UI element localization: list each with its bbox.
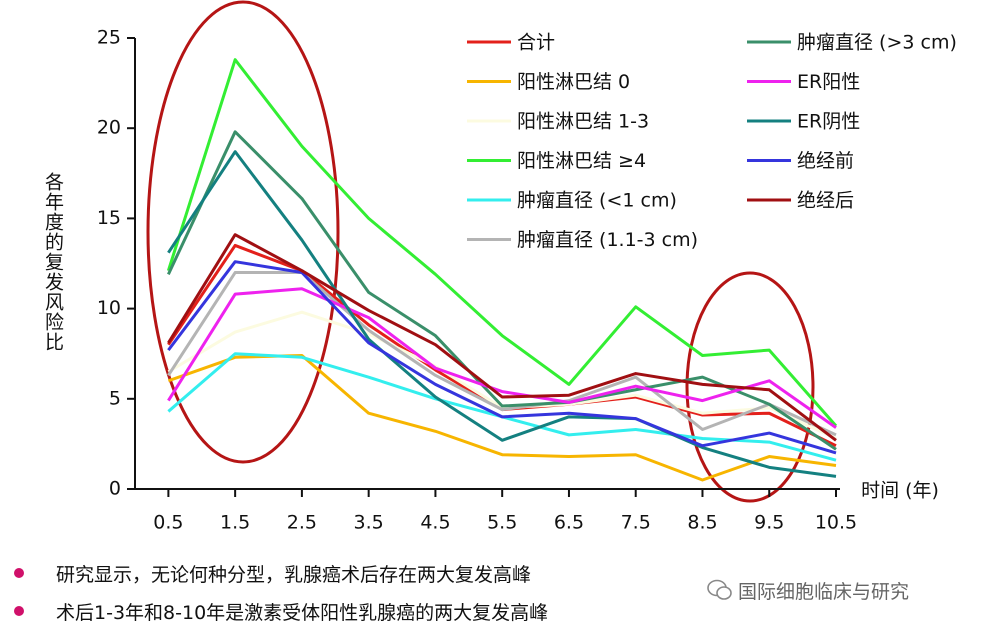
series-line bbox=[167, 150, 837, 478]
legend-label: 绝经前 bbox=[797, 150, 854, 172]
bullet bbox=[14, 568, 24, 578]
legend-label: 肿瘤直径 (<1 cm) bbox=[517, 190, 677, 212]
legend-label: 阳性淋巴结 ≥4 bbox=[517, 150, 646, 172]
y-tick-label: 15 bbox=[97, 207, 121, 229]
x-tick-label: 0.5 bbox=[153, 512, 183, 534]
x-tick-label: 1.5 bbox=[220, 512, 250, 534]
x-tick-label: 5.5 bbox=[487, 512, 517, 534]
x-axis-label: 时间 (年) bbox=[861, 480, 939, 502]
legend-label: 绝经后 bbox=[797, 190, 854, 212]
y-tick-label: 10 bbox=[97, 297, 121, 319]
wechat-icon bbox=[707, 579, 732, 600]
x-tick-label: 7.5 bbox=[621, 512, 651, 534]
legend-label: 合计 bbox=[517, 32, 555, 54]
y-tick-label: 20 bbox=[97, 117, 121, 139]
highlight-ellipse bbox=[685, 271, 815, 503]
y-tick-label: 25 bbox=[97, 27, 121, 49]
highlight-ellipse bbox=[146, 0, 340, 464]
x-tick-label: 9.5 bbox=[754, 512, 784, 534]
bullet bbox=[14, 606, 24, 616]
x-tick-label: 6.5 bbox=[554, 512, 584, 534]
x-tick-label: 10.5 bbox=[815, 512, 857, 534]
chart: 时间 (年) 0 5 10 15 20 25 0.5 1.5 2.5 3.5 4.5 5.5 6.5 7.… bbox=[97, 0, 957, 534]
series-line bbox=[167, 310, 837, 440]
series-line bbox=[167, 233, 837, 442]
x-tick-label: 8.5 bbox=[687, 512, 717, 534]
x-tick-label: 4.5 bbox=[420, 512, 450, 534]
legend-label: 阳性淋巴结 0 bbox=[517, 71, 630, 93]
note: 研究显示，无论何种分型，乳腺癌术后存在两大复发高峰 bbox=[56, 564, 532, 586]
series-line bbox=[167, 287, 837, 429]
legend-label: 肿瘤直径 (1.1-3 cm) bbox=[517, 229, 698, 251]
legend-label: ER阳性 bbox=[797, 71, 860, 93]
legend-label: 肿瘤直径 (>3 cm) bbox=[797, 32, 957, 54]
x-tick-label: 2.5 bbox=[287, 512, 317, 534]
y-axis-label: 各年度的复发风险比 bbox=[42, 172, 64, 352]
series-line bbox=[167, 260, 837, 455]
watermark: 国际细胞临床与研究 bbox=[738, 581, 910, 603]
y-tick-label: 5 bbox=[109, 387, 121, 409]
y-tick-label: 0 bbox=[109, 478, 121, 500]
x-tick-label: 3.5 bbox=[354, 512, 384, 534]
legend-label: ER阴性 bbox=[797, 111, 860, 133]
legend-label: 阳性淋巴结 1-3 bbox=[517, 111, 649, 133]
note: 术后1-3年和8-10年是激素受体阳性乳腺癌的两大复发高峰 bbox=[56, 602, 549, 624]
series-line bbox=[167, 271, 837, 437]
series-line bbox=[166, 58, 838, 427]
